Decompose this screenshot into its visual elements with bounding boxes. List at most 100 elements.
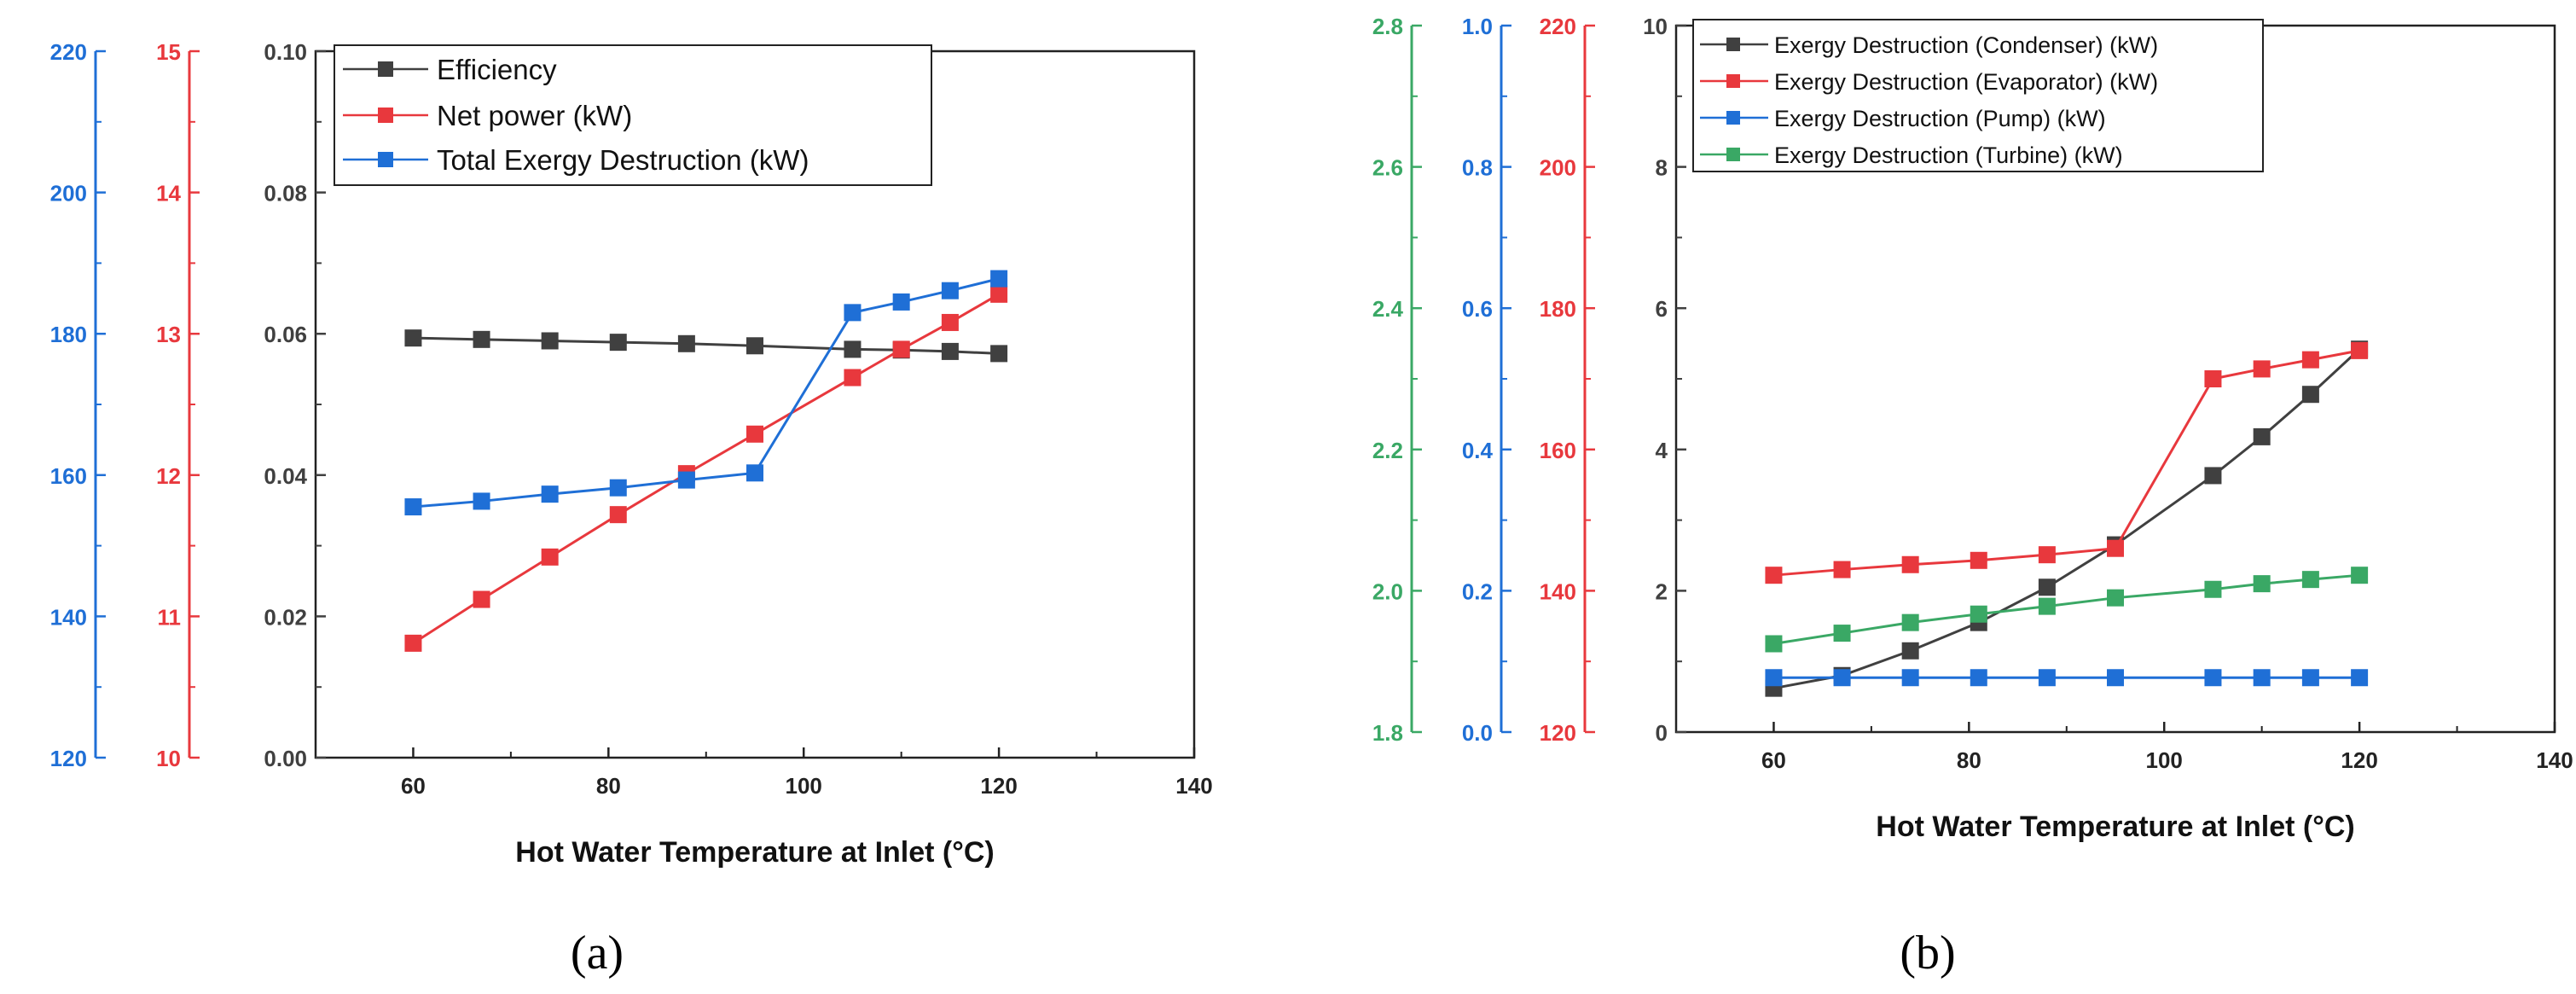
chart-a-legend-marker-net-power — [378, 108, 393, 123]
chart-b-point-exergy-destruction — [2107, 539, 2124, 557]
chart-b-x-tick-label: 140 — [2536, 747, 2573, 773]
chart-b-point-exergy-destruction — [2038, 578, 2056, 596]
chart-b-point-exergy-destruction — [1970, 551, 1987, 569]
chart-b-legend-label-turbine: Exergy Destruction (Turbine) (kW) — [1774, 142, 2123, 168]
chart-b-turbine-tick-label: 2.8 — [1372, 14, 1403, 39]
chart-a-point-net-power — [990, 285, 1008, 303]
chart-a-legend-marker-efficiency — [378, 61, 393, 77]
chart-b-evaporator-tick-label: 180 — [1540, 296, 1576, 322]
chart-b-pump-tick-label: 1.0 — [1462, 14, 1493, 39]
chart-a-point-efficiency — [677, 334, 695, 352]
chart-b-point-exergy-destruction — [2038, 546, 2056, 564]
chart-a-legend-label-efficiency: Efficiency — [437, 54, 557, 85]
chart-b-point-exergy-destruction — [2301, 351, 2319, 369]
chart-b-point-exergy-destruction — [2253, 575, 2271, 593]
chart-b-turbine-tick-label: 2.4 — [1372, 296, 1404, 322]
chart-a-total-exergy-tick-label: 140 — [50, 604, 87, 630]
chart-a-series-line-efficiency — [413, 336, 1000, 355]
chart-a-point-total-exergy-destruction — [746, 464, 763, 482]
chart-b-legend-label-pump: Exergy Destruction (Pump) (kW) — [1774, 106, 2106, 131]
chart-b-pump-tick-label: 0.8 — [1462, 155, 1493, 181]
chart-a-point-total-exergy-destruction — [473, 492, 490, 510]
chart-b-point-exergy-destruction — [1970, 669, 1987, 687]
chart-b-point-exergy-destruction — [2107, 669, 2124, 687]
chart-a-net-power-tick-label: 15 — [156, 39, 181, 65]
chart-a-point-total-exergy-destruction — [404, 498, 422, 516]
chart-b-point-exergy-destruction — [1901, 555, 1919, 573]
chart-b-point-exergy-destruction — [2351, 567, 2369, 584]
chart-a-point-net-power — [844, 369, 862, 387]
chart-a-point-efficiency — [541, 332, 559, 350]
chart-b-point-exergy-destruction — [2107, 589, 2124, 607]
chart-b-series-line-exergy-destruction — [1773, 348, 2361, 690]
chart-a-panel-label: (a) — [571, 927, 624, 979]
chart-b-ticks: 60 80 100 120 140 0 2 4 6 8 10 120 140 160 180 200 220 0.… — [1372, 14, 2573, 773]
chart-b-main-tick-label: 10 — [1643, 14, 1668, 39]
chart-a-point-total-exergy-destruction — [844, 304, 862, 322]
chart-b-point-exergy-destruction — [2351, 341, 2369, 359]
chart-b-evaporator-tick-label: 160 — [1540, 438, 1576, 463]
chart-b-point-exergy-destruction — [1765, 669, 1783, 687]
chart-a-total-exergy-tick-label: 200 — [50, 181, 87, 206]
chart-b-point-exergy-destruction — [1901, 613, 1919, 631]
chart-b-turbine-tick-label: 2.6 — [1372, 155, 1403, 181]
chart-b-point-exergy-destruction — [2301, 669, 2319, 687]
chart-a-main-tick-label: 0.06 — [264, 322, 307, 347]
chart-a-point-net-power — [609, 506, 627, 524]
chart-a-point-efficiency — [404, 329, 422, 347]
chart-b-main-tick-label: 6 — [1656, 296, 1668, 322]
chart-b-point-exergy-destruction — [2204, 467, 2222, 485]
chart-a-net-power-tick-label: 12 — [156, 463, 181, 489]
chart-a-x-tick-label: 140 — [1175, 773, 1212, 799]
chart-a-legend-marker-total-exergy — [378, 152, 393, 167]
chart-b-evaporator-tick-label: 140 — [1540, 578, 1576, 604]
chart-b-point-exergy-destruction — [2253, 669, 2271, 687]
chart-b-point-exergy-destruction — [2204, 370, 2222, 387]
chart-a-ticks: 60 80 100 120 140 0.00 0.02 0.04 0.06 0.08 0.10 10 1… — [50, 39, 1213, 799]
chart-b-main-tick-label: 2 — [1656, 578, 1668, 604]
chart-b-legend-marker-pump — [1726, 111, 1740, 125]
chart-a-point-total-exergy-destruction — [941, 282, 959, 299]
chart-a-legend-label-total-exergy: Total Exergy Destruction (kW) — [437, 144, 809, 176]
chart-a-x-tick-label: 60 — [401, 773, 426, 799]
chart-b-main-tick-label: 4 — [1656, 438, 1668, 463]
chart-b-x-tick-label: 80 — [1957, 747, 1981, 773]
chart-a-x-tick-label: 80 — [596, 773, 621, 799]
chart-a-point-net-power — [941, 313, 959, 331]
chart-a-point-efficiency — [609, 334, 627, 352]
chart-b-point-exergy-destruction — [2301, 571, 2319, 589]
chart-b-pump-tick-label: 0.4 — [1462, 438, 1494, 463]
chart-a-series — [404, 270, 1008, 652]
chart-b-legend-marker-evaporator — [1726, 74, 1740, 88]
chart-a-main-tick-label: 0.04 — [264, 463, 307, 489]
chart-a-net-power-tick-label: 11 — [158, 604, 182, 630]
chart-b-point-exergy-destruction — [1833, 625, 1851, 642]
chart-b-pump-tick-label: 0.6 — [1462, 296, 1493, 322]
chart-b-series-line-exergy-destruction — [1773, 349, 2360, 577]
chart-a-total-exergy-tick-label: 120 — [50, 746, 87, 771]
chart-a-main-tick-label: 0.00 — [264, 746, 307, 771]
chart-b-point-exergy-destruction — [2204, 580, 2222, 598]
chart-b-x-tick-label: 120 — [2341, 747, 2377, 773]
chart-b-evaporator-tick-label: 120 — [1540, 720, 1576, 746]
chart-a-point-total-exergy-destruction — [677, 471, 695, 489]
chart-a-legend-box — [334, 44, 932, 186]
chart-b-point-exergy-destruction — [1833, 561, 1851, 578]
chart-a-net-power-tick-label: 10 — [156, 746, 181, 771]
chart-a: 60 80 100 120 140 0.00 0.02 0.04 0.06 0.08 0.10 10 1… — [50, 39, 1213, 979]
chart-a-point-efficiency — [844, 340, 862, 358]
chart-b-legend-label-condenser: Exergy Destruction (Condenser) (kW) — [1774, 32, 2158, 58]
chart-a-point-efficiency — [473, 330, 490, 348]
chart-a-total-exergy-tick-label: 180 — [50, 322, 87, 347]
chart-a-point-total-exergy-destruction — [609, 479, 627, 497]
chart-a-net-power-tick-label: 14 — [156, 181, 181, 206]
chart-b-panel-label: (b) — [1900, 927, 1955, 979]
chart-a-main-tick-label: 0.08 — [264, 181, 307, 206]
chart-a-net-power-tick-label: 13 — [156, 322, 181, 347]
chart-a-total-exergy-tick-label: 160 — [50, 463, 87, 489]
chart-b-pump-tick-label: 0.2 — [1462, 578, 1493, 604]
chart-b-x-tick-label: 100 — [2146, 747, 2183, 773]
chart-a-legend-label-net-power: Net power (kW) — [437, 100, 632, 131]
chart-b-turbine-tick-label: 2.0 — [1372, 578, 1403, 604]
